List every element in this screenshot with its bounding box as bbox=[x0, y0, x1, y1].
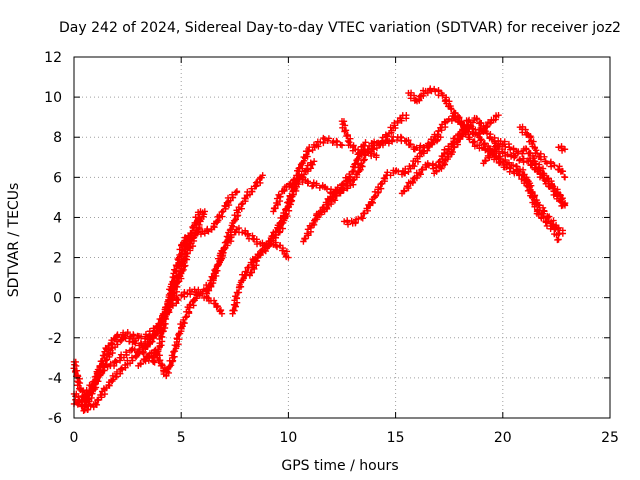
plus-markers bbox=[203, 172, 266, 297]
x-axis-label: GPS time / hours bbox=[281, 458, 398, 474]
plus-markers bbox=[555, 143, 569, 154]
y-tick-label: 10 bbox=[44, 90, 62, 106]
y-tick-label: 8 bbox=[53, 130, 62, 146]
x-tick-label: 10 bbox=[279, 430, 297, 446]
data-points bbox=[70, 85, 569, 415]
series-track-i bbox=[246, 134, 346, 279]
series-track-r bbox=[480, 137, 569, 209]
y-tick-label: -4 bbox=[48, 371, 62, 387]
y-tick-label: 6 bbox=[53, 170, 62, 186]
plus-markers bbox=[338, 117, 380, 161]
plus-markers bbox=[70, 234, 189, 408]
plot-frame bbox=[73, 56, 611, 419]
y-tick-label: -6 bbox=[48, 411, 62, 427]
y-tick-label: 2 bbox=[53, 251, 62, 267]
y-tick-label: -2 bbox=[48, 331, 62, 347]
plus-markers bbox=[405, 85, 562, 244]
plus-markers bbox=[516, 123, 569, 181]
series-track-f bbox=[178, 188, 241, 249]
series-track-m bbox=[338, 117, 380, 161]
series-track-e bbox=[135, 289, 226, 380]
series-track-g bbox=[203, 172, 266, 297]
x-tick-label: 15 bbox=[387, 430, 405, 446]
grid bbox=[74, 57, 610, 418]
axes: 0 5 10 15 20 25 -6 -4 -2 0 2 4 6 8 10 12 bbox=[44, 50, 619, 446]
plus-markers bbox=[178, 188, 241, 249]
plus-markers bbox=[246, 134, 346, 279]
y-tick-label: 0 bbox=[53, 291, 62, 307]
x-tick-label: 0 bbox=[70, 430, 79, 446]
plus-markers bbox=[480, 137, 569, 209]
x-tick-label: 20 bbox=[494, 430, 512, 446]
plus-markers bbox=[135, 289, 226, 380]
series-track-p bbox=[405, 85, 562, 244]
x-tick-label: 25 bbox=[601, 430, 619, 446]
series-track-s bbox=[516, 123, 569, 181]
y-tick-label: 12 bbox=[44, 50, 62, 66]
series-track-t bbox=[555, 143, 569, 154]
y-axis-label: SDTVAR / TECUs bbox=[6, 183, 22, 298]
chart-title: Day 242 of 2024, Sidereal Day-to-day VTE… bbox=[59, 20, 621, 36]
y-tick-label: 4 bbox=[53, 210, 62, 226]
series-track-b bbox=[70, 234, 189, 408]
x-tick-label: 5 bbox=[177, 430, 186, 446]
